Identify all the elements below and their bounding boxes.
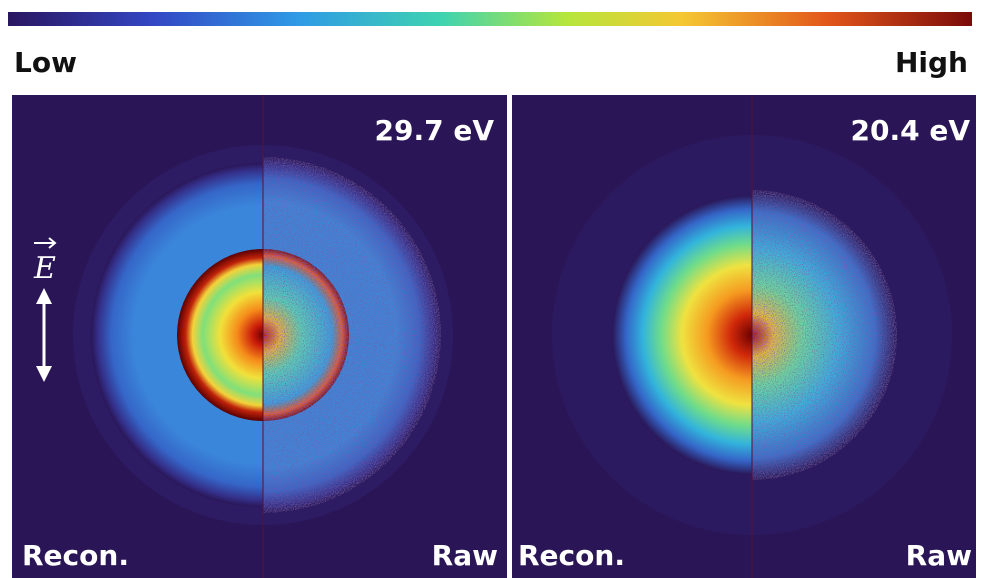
recon-label: Recon.: [518, 539, 625, 572]
colorbar-low: Low: [14, 46, 77, 79]
field-label: E: [33, 251, 56, 286]
energy-label: 20.4 eV: [851, 114, 971, 147]
colorbar: [8, 12, 972, 26]
energy-label: 29.7 eV: [375, 114, 495, 147]
colorbar-high: High: [895, 46, 968, 79]
figure: Low High 29.7 eV Recon. Raw E: [0, 0, 981, 578]
panel: 29.7 eV Recon. Raw E: [12, 95, 507, 578]
raw-label: Raw: [906, 539, 972, 572]
recon-label: Recon.: [22, 539, 129, 572]
panel: 20.4 eV Recon. Raw: [512, 95, 976, 578]
raw-label: Raw: [432, 539, 498, 572]
